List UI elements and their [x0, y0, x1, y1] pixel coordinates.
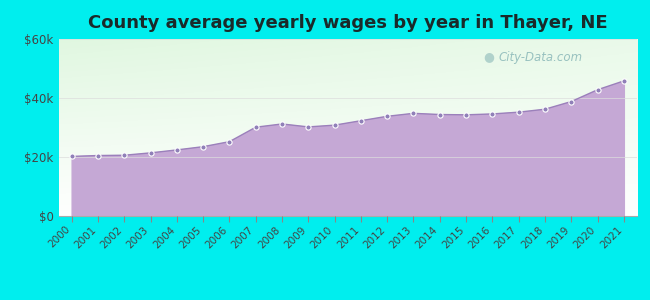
Point: [277, 122, 287, 126]
Point: [592, 87, 603, 92]
Point: [566, 99, 577, 104]
Point: [619, 79, 629, 83]
Point: [303, 124, 313, 129]
Text: City-Data.com: City-Data.com: [498, 51, 582, 64]
Point: [461, 112, 471, 117]
Point: [514, 110, 524, 115]
Point: [250, 125, 261, 130]
Point: [172, 148, 182, 152]
Point: [330, 123, 340, 128]
Point: [93, 153, 103, 158]
Point: [435, 112, 445, 117]
Point: [408, 111, 419, 116]
Point: [119, 153, 129, 158]
Point: [356, 118, 366, 123]
Point: [146, 151, 156, 155]
Point: [198, 144, 208, 149]
Point: [382, 114, 393, 119]
Title: County average yearly wages by year in Thayer, NE: County average yearly wages by year in T…: [88, 14, 608, 32]
Point: [540, 107, 550, 112]
Text: ●: ●: [484, 50, 495, 64]
Point: [66, 154, 77, 159]
Point: [224, 139, 235, 144]
Point: [488, 112, 498, 116]
